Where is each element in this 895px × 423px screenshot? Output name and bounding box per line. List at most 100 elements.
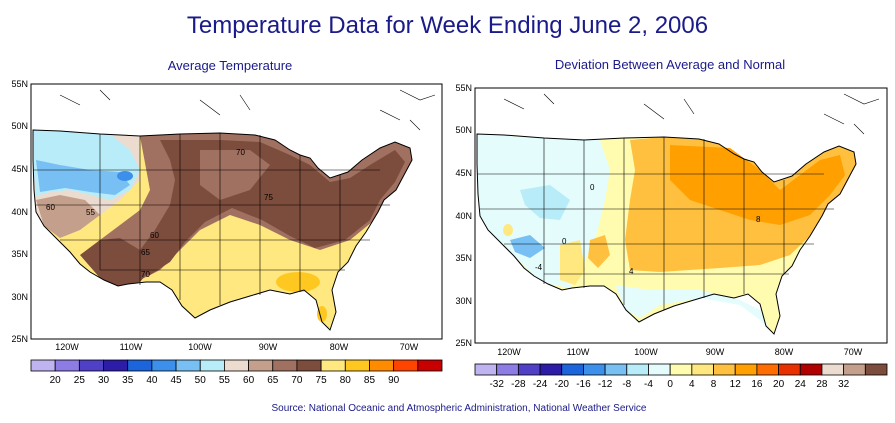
- right-contour-label: 4: [629, 267, 634, 276]
- left-contour-label: 75: [264, 193, 273, 202]
- legend-label: 32: [838, 379, 850, 390]
- legend-swatch: [54, 359, 80, 372]
- legend-label: 85: [364, 375, 376, 386]
- right-contour-label: 8: [756, 215, 761, 224]
- legend-label: 25: [74, 375, 86, 386]
- legend-label: 90: [388, 375, 400, 386]
- legend-label: -4: [644, 379, 653, 390]
- legend-label: 70: [291, 375, 303, 386]
- legend-label: 35: [122, 375, 134, 386]
- legend-label: -32: [489, 379, 504, 390]
- legend-swatch: [296, 359, 322, 372]
- right-lat-label: 35N: [455, 253, 472, 263]
- legend-label: 24: [795, 379, 807, 390]
- legend-label: 12: [730, 379, 742, 390]
- left-lon-label: 70W: [400, 342, 419, 352]
- legend-swatch: [127, 359, 153, 372]
- left-contour-label: 70: [141, 270, 150, 279]
- left-contour-label: 60: [46, 203, 55, 212]
- right-lon-label: 120W: [497, 347, 521, 357]
- legend-swatch: [199, 359, 225, 372]
- left-lon-label: 120W: [55, 342, 79, 352]
- legend-swatch: [843, 363, 866, 376]
- left-map-title: Average Temperature: [167, 58, 293, 73]
- legend-label: 60: [243, 375, 255, 386]
- legend-label: 45: [170, 375, 182, 386]
- left-lon-label: 80W: [330, 342, 349, 352]
- legend-label: -24: [533, 379, 548, 390]
- legend-label: 80: [340, 375, 352, 386]
- legend-swatch: [669, 363, 693, 376]
- legend-swatch: [561, 363, 584, 376]
- right-color-legend: -32 -28 -24 -20 -16 -12 -8 -4 0 4 8 12 16 20 24 28 32: [474, 363, 888, 390]
- right-lat-label: 30N: [455, 296, 472, 306]
- legend-label: 55: [219, 375, 231, 386]
- left-contour-label: 70: [236, 148, 245, 157]
- left-lat-label: 55N: [11, 79, 28, 89]
- legend-label: 8: [711, 379, 717, 390]
- legend-swatch: [474, 363, 498, 376]
- right-lon-label: 110W: [567, 347, 590, 357]
- legend-label: 28: [816, 379, 828, 390]
- legend-label: -28: [511, 379, 526, 390]
- legend-swatch: [539, 363, 563, 376]
- legend-swatch: [175, 359, 201, 372]
- legend-label: 16: [751, 379, 763, 390]
- legend-swatch: [30, 359, 56, 372]
- legend-swatch: [734, 363, 758, 376]
- legend-swatch: [369, 359, 395, 372]
- left-lon-label: 90W: [259, 342, 278, 352]
- legend-label: -20: [555, 379, 570, 390]
- left-map-borders: [32, 89, 436, 331]
- legend-swatch: [78, 359, 104, 372]
- left-lon-label: 110W: [120, 342, 143, 352]
- left-contour-label: 60: [150, 231, 159, 240]
- left-lon-label: 100W: [188, 342, 212, 352]
- legend-swatch: [517, 363, 541, 376]
- right-lat-label: 40N: [455, 211, 472, 221]
- legend-swatch: [713, 363, 736, 376]
- legend-label: 75: [316, 375, 328, 386]
- legend-swatch: [604, 363, 628, 376]
- legend-label: 50: [195, 375, 207, 386]
- legend-swatch: [864, 363, 888, 376]
- right-lat-label: 55N: [455, 83, 472, 93]
- legend-swatch: [103, 359, 129, 372]
- legend-label: 65: [267, 375, 279, 386]
- legend-swatch: [691, 363, 714, 376]
- left-lat-label: 35N: [11, 249, 28, 259]
- right-lat-label: 45N: [455, 168, 472, 178]
- right-lon-label: 80W: [775, 347, 794, 357]
- legend-swatch: [344, 359, 370, 372]
- legend-swatch: [496, 363, 519, 376]
- legend-swatch: [224, 359, 249, 372]
- legend-swatch: [626, 363, 649, 376]
- left-lat-label: 50N: [11, 121, 28, 131]
- right-contour-label: 0: [590, 183, 595, 192]
- legend-swatch: [778, 363, 801, 376]
- legend-label: 30: [98, 375, 110, 386]
- legend-swatch: [320, 359, 346, 372]
- right-lon-label: 90W: [706, 347, 725, 357]
- legend-label: 20: [773, 379, 785, 390]
- legend-swatch: [648, 363, 671, 376]
- source-credit: Source: National Oceanic and Atmospheric…: [271, 403, 647, 414]
- legend-label: 0: [667, 379, 673, 390]
- right-map-borders: [476, 93, 880, 335]
- right-contour-label: 0: [562, 237, 567, 246]
- left-lat-label: 45N: [11, 164, 28, 174]
- legend-swatch: [756, 363, 779, 376]
- right-lon-label: 100W: [634, 347, 658, 357]
- legend-label: -16: [576, 379, 591, 390]
- legend-swatch: [821, 363, 845, 376]
- page-title: Temperature Data for Week Ending June 2,…: [186, 12, 709, 39]
- left-lat-label: 30N: [11, 292, 28, 302]
- legend-label: 20: [50, 375, 62, 386]
- legend-label: 4: [689, 379, 695, 390]
- legend-swatch: [393, 359, 419, 372]
- right-lon-label: 70W: [844, 347, 863, 357]
- right-lat-label: 25N: [455, 338, 472, 348]
- right-map-title: Deviation Between Average and Normal: [554, 57, 786, 72]
- legend-swatch: [272, 359, 298, 372]
